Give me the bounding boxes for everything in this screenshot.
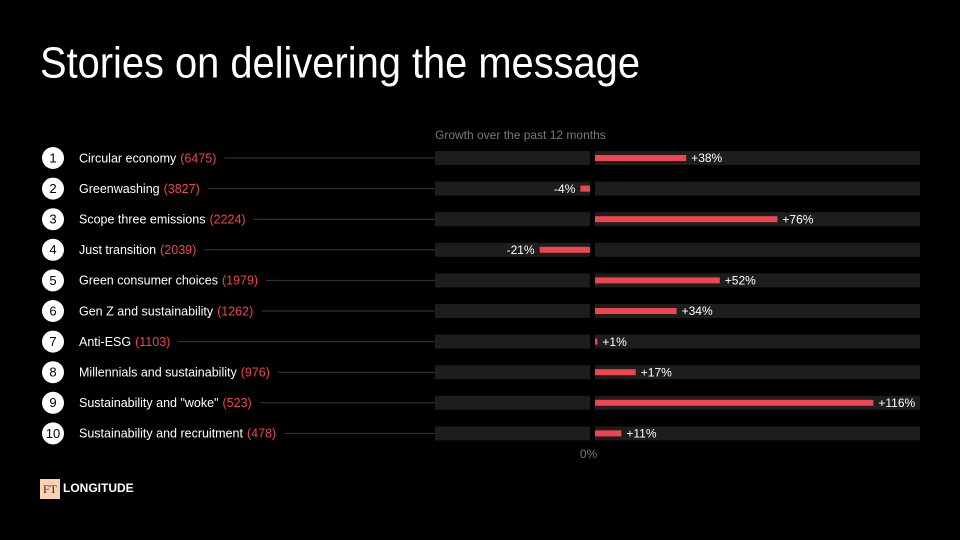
track-negative <box>435 181 590 196</box>
bar <box>595 430 622 437</box>
bar <box>595 308 677 314</box>
rank-number: 10 <box>46 426 60 441</box>
bar <box>595 277 720 284</box>
value-label: +17% <box>641 365 672 379</box>
count-label: (2039) <box>160 243 196 257</box>
rank-badge <box>42 208 64 231</box>
track-negative <box>435 242 590 257</box>
brand-name: LONGITUDE <box>63 481 134 495</box>
rank-badge <box>42 269 64 292</box>
category-label: Sustainability and "woke" <box>79 396 219 410</box>
rank-badge <box>42 177 64 200</box>
track-positive <box>595 304 920 318</box>
rank-badge <box>42 422 64 445</box>
count-label: (478) <box>247 427 276 441</box>
rank-badge <box>42 238 64 261</box>
rank-number: 9 <box>49 395 56 410</box>
rank-number: 7 <box>49 334 56 349</box>
track-negative <box>435 273 590 288</box>
rank-number: 1 <box>49 150 56 165</box>
track-negative <box>435 212 590 227</box>
track-positive <box>595 426 920 441</box>
track-negative <box>435 304 590 318</box>
rank-number: 5 <box>49 273 56 288</box>
bar <box>595 155 687 161</box>
x-tick-label: 0% <box>580 447 598 461</box>
bar <box>595 338 598 345</box>
track-negative <box>435 151 590 165</box>
track-positive <box>595 273 920 288</box>
value-label: +116% <box>878 396 915 410</box>
count-label: (1103) <box>135 335 170 349</box>
bar <box>595 399 874 406</box>
count-label: (2224) <box>209 212 245 226</box>
bar <box>595 369 636 376</box>
bar <box>595 216 778 223</box>
category-label: Circular economy <box>79 151 177 165</box>
bar <box>539 246 590 253</box>
track-positive <box>595 334 920 349</box>
category-label: Millennials and sustainability <box>79 365 237 379</box>
category-label: Sustainability and recruitment <box>79 427 243 441</box>
category-label: Anti-ESG <box>79 335 131 349</box>
count-label: (1262) <box>217 304 253 318</box>
track-negative <box>435 334 590 349</box>
bar <box>580 185 590 192</box>
value-label: +11% <box>626 427 656 441</box>
rank-badge <box>42 361 64 384</box>
track-positive <box>595 242 920 257</box>
value-label: +34% <box>682 304 713 318</box>
slide-title: Stories on delivering the message <box>40 39 640 88</box>
value-label: -21% <box>507 243 535 257</box>
count-label: (6475) <box>180 151 216 165</box>
rank-number: 3 <box>49 212 56 227</box>
rank-number: 4 <box>49 242 56 257</box>
category-label: Scope three emissions <box>79 212 205 226</box>
category-label: Just transition <box>79 243 156 257</box>
chart-subtitle: Growth over the past 12 months <box>435 128 606 142</box>
rank-badge <box>42 391 64 414</box>
category-label: Greenwashing <box>79 182 160 196</box>
rank-badge <box>42 330 64 353</box>
value-label: +38% <box>691 151 722 165</box>
value-label: +76% <box>782 212 813 226</box>
track-positive <box>595 151 920 165</box>
rank-number: 8 <box>49 365 56 380</box>
rank-number: 2 <box>49 181 56 196</box>
rank-badge <box>42 147 64 169</box>
value-label: +1% <box>602 335 627 349</box>
track-negative <box>435 365 590 380</box>
rank-number: 6 <box>49 303 56 318</box>
count-label: (523) <box>223 396 252 410</box>
value-label: +52% <box>725 274 756 288</box>
count-label: (976) <box>241 365 270 379</box>
value-label: -4% <box>554 182 576 196</box>
category-label: Green consumer choices <box>79 274 218 288</box>
category-label: Gen Z and sustainability <box>79 304 214 318</box>
brand-logo-box <box>40 479 60 499</box>
rank-badge <box>42 300 64 322</box>
count-label: (1979) <box>222 274 258 288</box>
count-label: (3827) <box>164 182 200 196</box>
brand-logo-mark: FT <box>43 482 58 496</box>
track-negative <box>435 395 590 410</box>
track-negative <box>435 426 590 441</box>
track-positive <box>595 181 920 196</box>
track-positive <box>595 365 920 380</box>
